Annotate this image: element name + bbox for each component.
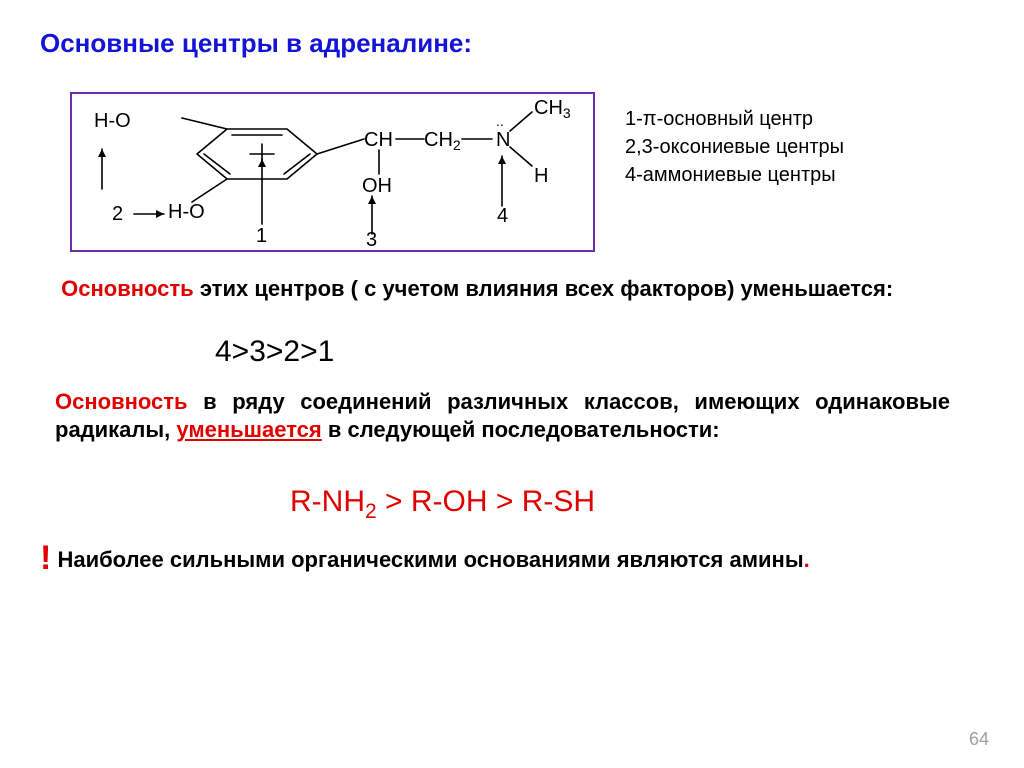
- word-decreases: уменьшается: [176, 417, 321, 442]
- label-3: 3: [366, 229, 377, 250]
- exclamation-icon: !: [40, 539, 51, 577]
- label-1: 1: [256, 225, 267, 247]
- para3-dot: .: [804, 547, 810, 572]
- word-osnovnost-1: Основность: [61, 276, 194, 301]
- label-h: H: [534, 165, 548, 187]
- para1-rest: этих центров ( с учетом влияния всех фак…: [194, 276, 893, 301]
- paragraph-basicity-decreases: Основность этих центров ( с учетом влиян…: [55, 275, 935, 303]
- label-4: 4: [497, 205, 508, 227]
- slide: Основные центры в адреналине:: [0, 0, 1024, 768]
- label-ho-top: H-O: [94, 110, 131, 132]
- page-number: 64: [969, 729, 989, 750]
- label-2: 2: [112, 203, 123, 225]
- legend: 1-π-основный центр 2,3-оксониевые центры…: [625, 105, 844, 189]
- label-n: N: [496, 129, 510, 151]
- legend-line-3: 4-аммониевые центры: [625, 161, 844, 189]
- label-ch2: CH2: [424, 129, 461, 153]
- legend-line-2: 2,3-оксониевые центры: [625, 133, 844, 161]
- label-oh: OH: [362, 175, 392, 197]
- basicity-order: 4>3>2>1: [215, 335, 334, 369]
- label-ho-bottom: H-O: [168, 201, 205, 223]
- label-ch: CH: [364, 129, 393, 151]
- paragraph-amines: ! Наиболее сильными органическими основа…: [40, 543, 945, 575]
- functional-sequence: R-NH2 > R-OH > R-SH: [290, 485, 595, 524]
- para2-post: в следующей последовательности:: [322, 417, 720, 442]
- para3-text: Наиболее сильными органическими основани…: [51, 547, 803, 572]
- word-osnovnost-2: Основность: [55, 389, 188, 414]
- label-lone-pair: ..: [496, 113, 504, 129]
- slide-title: Основные центры в адреналине:: [40, 28, 472, 59]
- legend-line-1: 1-π-основный центр: [625, 105, 844, 133]
- adrenaline-structure: H-O H-O CH CH2 OH N .. CH3 H 1 2 3 4: [72, 94, 593, 250]
- label-ch3: CH3: [534, 97, 571, 121]
- paragraph-series: Основность в ряду соединений различных к…: [55, 388, 950, 444]
